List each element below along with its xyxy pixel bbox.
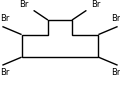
Text: Br: Br [111, 14, 120, 23]
Text: Br: Br [19, 0, 29, 9]
Text: Br: Br [0, 68, 9, 77]
Text: Br: Br [0, 14, 9, 23]
Text: Br: Br [111, 68, 120, 77]
Text: Br: Br [91, 0, 101, 9]
